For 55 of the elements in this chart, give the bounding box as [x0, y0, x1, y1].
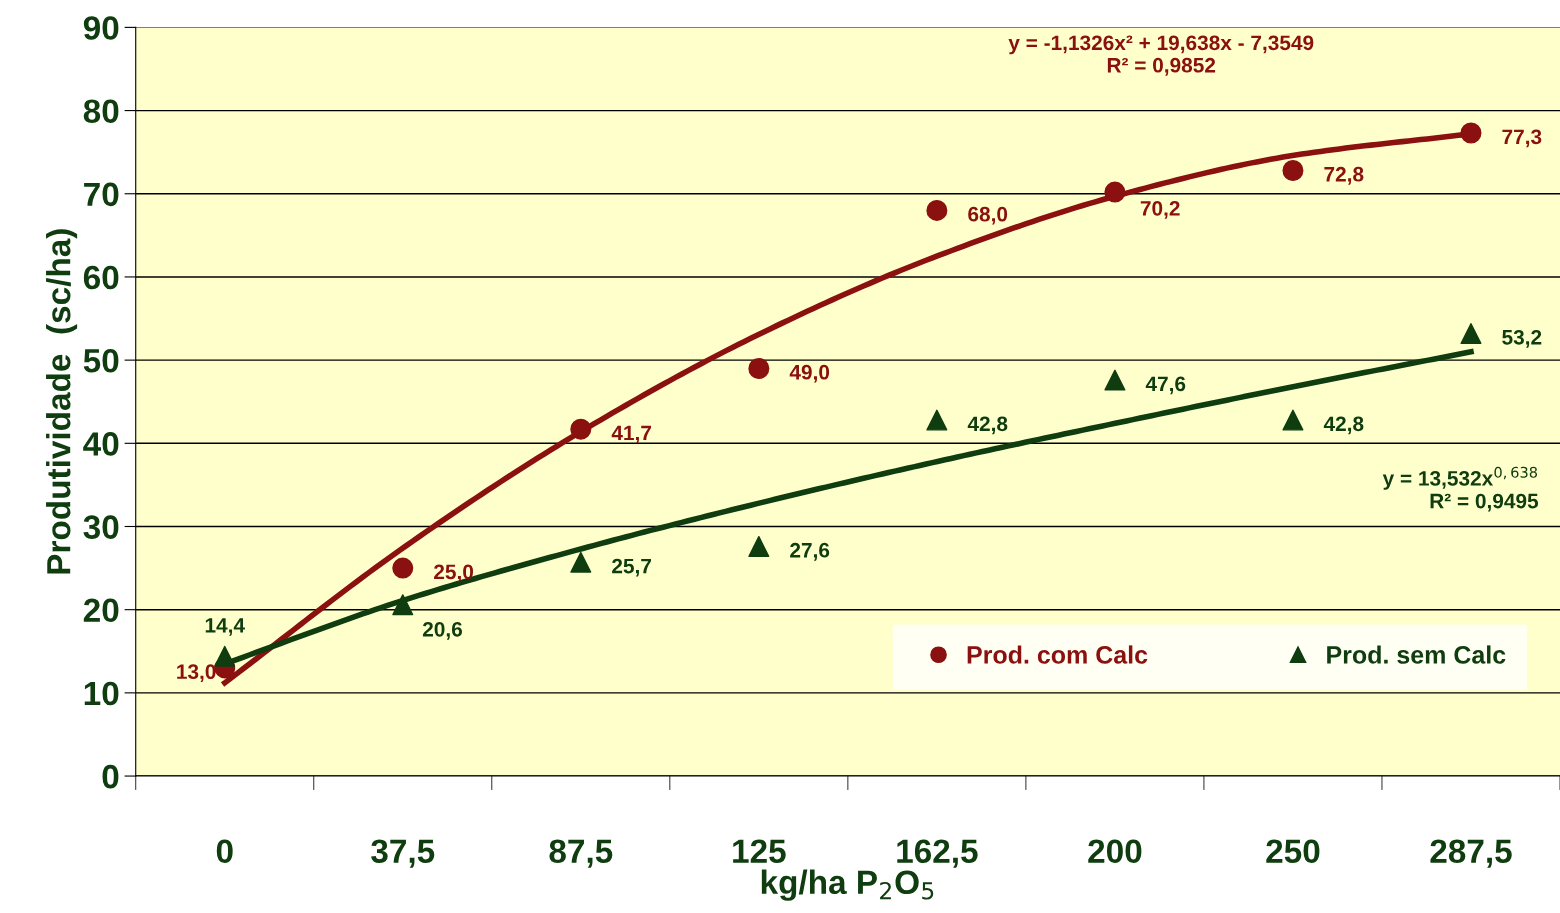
data-label: 41,7	[611, 425, 651, 444]
data-label: 25,0	[434, 564, 474, 583]
y-tick-label: 0	[102, 764, 119, 789]
point	[392, 557, 414, 579]
y-tick-label: 90	[83, 16, 119, 40]
x-tick-label: 87,5	[549, 839, 613, 868]
y-tick-label: 60	[83, 265, 119, 290]
legend-label: Prod. com Calc	[967, 645, 1148, 664]
x-tick-label: 162,5	[897, 839, 978, 868]
x-tick-label: 287,5	[1430, 839, 1512, 868]
point	[1282, 409, 1304, 431]
data-label: 70,2	[1140, 200, 1180, 219]
y-tick-label: 20	[83, 598, 119, 623]
data-label: 20,6	[422, 621, 463, 640]
point	[748, 357, 770, 379]
annotation: y = -1,1326x² + 19,638x - 7,3549 R² = 0,9852	[1008, 35, 1314, 76]
data-label: 47,6	[1145, 376, 1186, 395]
data-label: 53,2	[1502, 329, 1542, 348]
data-label: 77,3	[1502, 129, 1542, 148]
y-tick-label: 50	[83, 348, 119, 373]
data-label: 68,0	[968, 206, 1008, 225]
data-label: 27,6	[790, 542, 830, 561]
y-tick-label: 70	[84, 182, 119, 207]
point	[1282, 159, 1304, 181]
y-tick-label: 30	[83, 515, 119, 539]
data-label: 42,8	[967, 416, 1008, 435]
annotation: y = 13,532x$^{0,638}$ R² = 0,9495	[1382, 466, 1539, 512]
point	[748, 535, 770, 557]
point	[570, 418, 592, 440]
data-label: 25,7	[612, 558, 651, 577]
x-tick-label: 125	[733, 839, 786, 864]
point	[926, 409, 948, 431]
point	[1460, 122, 1482, 144]
data-label: 49,0	[789, 364, 830, 383]
point	[392, 594, 414, 616]
point	[570, 551, 592, 573]
point	[1460, 322, 1482, 345]
x-tick-label: 37,5	[371, 839, 435, 868]
y-tick-label: 40	[83, 432, 119, 456]
x-axis-title: kg/ha P$_{2}$O$_{5}$	[761, 869, 934, 901]
x-tick-label: 250	[1266, 839, 1320, 864]
point	[926, 199, 948, 221]
data-label: 13,0	[177, 664, 216, 683]
y-tick-label: 10	[84, 681, 119, 706]
y-axis-title: Produtividade (sc/ha)	[46, 229, 78, 574]
data-label: 14,4	[205, 618, 245, 636]
y-tick-label: 80	[83, 99, 119, 123]
x-tick-label: 200	[1088, 839, 1142, 864]
legend-label: Prod. sem Calc	[1327, 645, 1506, 664]
point	[1104, 369, 1126, 391]
data-label: 42,8	[1323, 416, 1364, 435]
point	[1104, 181, 1126, 203]
point	[214, 645, 236, 667]
data-label: 72,8	[1324, 166, 1364, 185]
x-tick-label: 0	[216, 839, 233, 864]
